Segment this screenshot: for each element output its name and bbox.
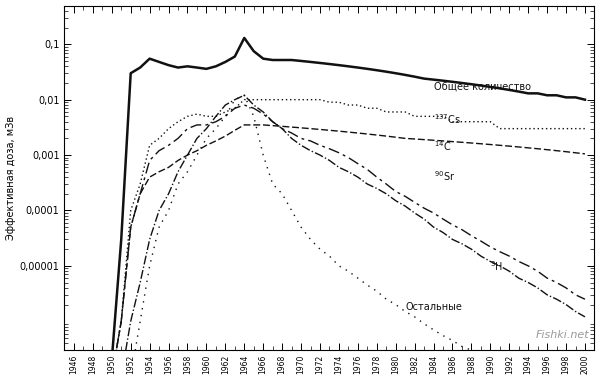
h3	[193, 136, 200, 141]
total	[581, 97, 589, 102]
Line: other: other	[74, 95, 585, 380]
total	[193, 65, 200, 70]
Line: total: total	[74, 38, 585, 360]
h3	[70, 374, 77, 379]
Text: Остальные: Остальные	[405, 302, 462, 312]
cs137	[581, 127, 589, 131]
h3	[572, 309, 579, 314]
Text: Общее количество: Общее количество	[434, 82, 530, 92]
other	[70, 374, 77, 379]
h3	[581, 315, 589, 319]
total	[127, 71, 134, 76]
total	[534, 91, 541, 96]
sr90	[70, 374, 77, 379]
Text: $^{14}$C: $^{14}$C	[434, 139, 451, 153]
other	[127, 374, 134, 379]
sr90	[269, 119, 276, 124]
total	[572, 95, 579, 100]
total	[70, 358, 77, 362]
c14	[127, 225, 134, 230]
other	[193, 153, 200, 157]
sr90	[165, 143, 172, 147]
Line: h3: h3	[74, 95, 585, 377]
Text: $^{137}$Cs: $^{137}$Cs	[434, 112, 460, 126]
sr90	[127, 225, 134, 230]
sr90	[241, 103, 248, 107]
h3	[165, 192, 172, 196]
cs137	[572, 127, 579, 131]
c14	[70, 374, 77, 379]
c14	[165, 165, 172, 169]
h3	[534, 286, 541, 290]
cs137	[269, 97, 276, 102]
Line: c14: c14	[74, 125, 585, 377]
sr90	[572, 293, 579, 297]
other	[269, 182, 276, 186]
other	[534, 377, 541, 380]
Text: $^{90}$Sr: $^{90}$Sr	[434, 169, 455, 183]
cs137	[165, 127, 172, 131]
cs137	[70, 374, 77, 379]
cs137	[127, 208, 134, 213]
total	[165, 63, 172, 67]
c14	[581, 152, 589, 156]
other	[241, 93, 248, 98]
total	[269, 58, 276, 62]
c14	[534, 146, 541, 151]
sr90	[534, 269, 541, 274]
cs137	[534, 127, 541, 131]
h3	[269, 119, 276, 124]
cs137	[241, 97, 248, 102]
sr90	[581, 297, 589, 301]
sr90	[193, 123, 200, 127]
Y-axis label: Эффективная доза, мЗв: Эффективная доза, мЗв	[5, 116, 16, 240]
total	[241, 36, 248, 40]
Text: $^{3}$H: $^{3}$H	[490, 259, 503, 273]
c14	[193, 149, 200, 153]
Line: cs137: cs137	[74, 100, 585, 377]
other	[165, 208, 172, 213]
h3	[241, 93, 248, 98]
c14	[572, 150, 579, 155]
cs137	[193, 112, 200, 116]
c14	[269, 124, 276, 128]
h3	[127, 319, 134, 323]
Line: sr90: sr90	[74, 105, 585, 377]
Text: Fishki.net: Fishki.net	[536, 330, 589, 340]
c14	[241, 123, 248, 127]
